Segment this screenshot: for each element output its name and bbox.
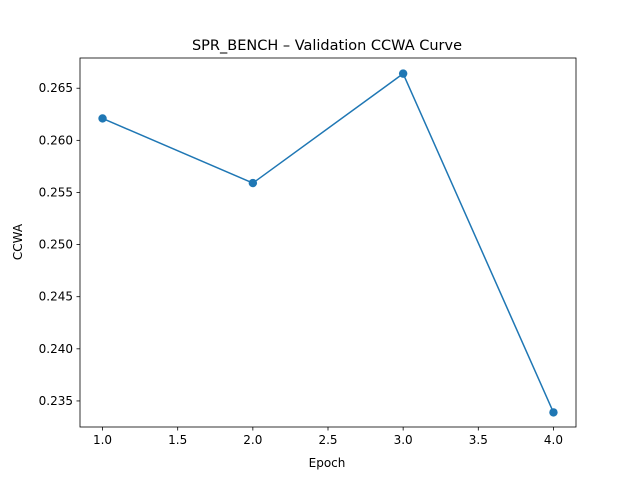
data-point <box>248 178 258 188</box>
x-tick-label: 2.5 <box>318 433 337 447</box>
x-tick-label: 4.0 <box>544 433 563 447</box>
chart-title: SPR_BENCH – Validation CCWA Curve <box>192 38 462 54</box>
plot-frame <box>79 57 577 428</box>
y-tick-label: 0.245 <box>39 290 73 304</box>
y-tick-label: 0.250 <box>39 238 73 252</box>
data-point <box>98 114 107 123</box>
x-axis-label: Epoch <box>309 456 346 470</box>
axis-ticks: 1.0 1.5 2.0 2.5 3.0 3.5 4.0 0.235 0.240 0.245 0.25… <box>39 81 563 447</box>
x-tick-label: 2.0 <box>243 433 262 447</box>
series-line <box>102 72 555 413</box>
data-point <box>398 69 408 78</box>
x-tick-label: 1.5 <box>168 433 187 447</box>
y-tick-label: 0.265 <box>39 81 73 95</box>
x-tick-label: 3.0 <box>394 433 413 447</box>
plot-area <box>79 57 577 428</box>
y-axis-label: CCWA <box>11 223 25 260</box>
data-point <box>549 408 558 417</box>
y-tick-label: 0.255 <box>39 185 73 199</box>
x-tick-label: 3.5 <box>469 433 488 447</box>
y-tick-label: 0.240 <box>39 342 73 356</box>
x-tick-label: 1.0 <box>93 433 112 447</box>
y-tick-label: 0.260 <box>39 133 73 147</box>
y-tick-label: 0.235 <box>39 394 73 408</box>
